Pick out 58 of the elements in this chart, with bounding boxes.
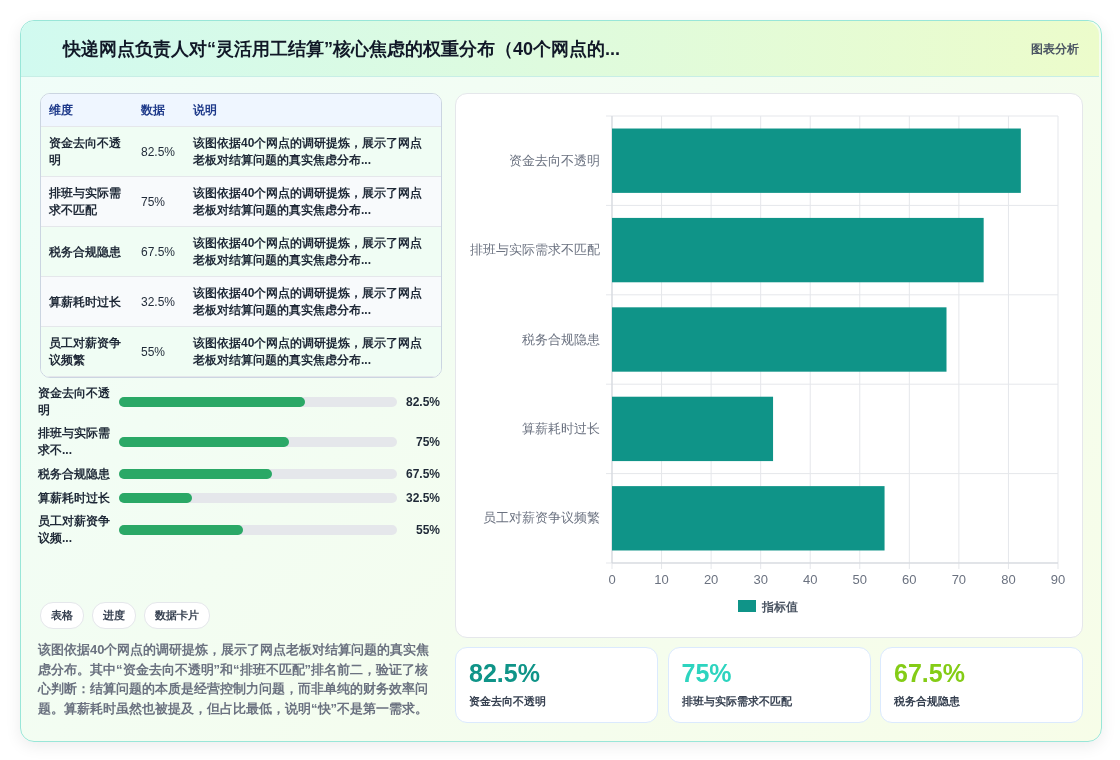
category-label: 税务合规隐患 bbox=[49, 243, 122, 260]
x-tick-label: 90 bbox=[1050, 572, 1066, 587]
x-tick-label: 70 bbox=[951, 572, 967, 587]
category-label: 算薪耗时过长 bbox=[49, 293, 122, 310]
x-tick-label: 40 bbox=[802, 572, 818, 587]
text: 表格 bbox=[40, 602, 84, 629]
data-label: 32.5% bbox=[405, 491, 440, 505]
bar bbox=[612, 128, 1021, 193]
x-tick-label: 50 bbox=[852, 572, 868, 587]
data-label: 67.5% bbox=[405, 467, 440, 481]
text: 67.5% bbox=[141, 244, 176, 258]
bar bbox=[612, 396, 774, 462]
category-label: 资金去向不透明 bbox=[469, 694, 546, 709]
y-tick-label: 员工对薪资争议频繁 bbox=[483, 510, 600, 526]
data-label: 82.5% bbox=[405, 395, 440, 409]
x-tick-label: 30 bbox=[753, 572, 768, 587]
bar bbox=[612, 307, 947, 372]
text: 67.5% bbox=[894, 659, 965, 687]
x-tick-label: 60 bbox=[902, 572, 917, 587]
data-label: 55% bbox=[415, 523, 440, 537]
y-tick-label: 员工对薪资争议频... bbox=[38, 513, 111, 547]
y-tick-label: 排班与实际需求不匹配 bbox=[470, 242, 600, 258]
y-tick-label: 资金去向不透明 bbox=[38, 385, 111, 419]
bar bbox=[612, 217, 984, 283]
text: 数据 bbox=[141, 101, 166, 119]
y-tick-label: 税务合规隐患 bbox=[522, 331, 600, 347]
y-tick-label: 算薪耗时过长 bbox=[522, 420, 600, 436]
text: 数据卡片 bbox=[144, 602, 210, 629]
text: 该图依据40个网点的调研提炼，展示了网点老板对结算问题的真实焦虑分布... bbox=[193, 284, 424, 319]
text: 82.5% bbox=[141, 144, 176, 158]
category-label: 税务合规隐患 bbox=[894, 694, 960, 709]
text: 该图依据40个网点的调研提炼，展示了网点老板对结算问题的真实焦虑分布... bbox=[193, 184, 424, 219]
x-tick-label: 0 bbox=[608, 572, 616, 587]
x-tick-label: 10 bbox=[654, 572, 669, 587]
text: 该图依据40个网点的调研提炼，展示了网点老板对结算问题的真实焦虑分布... bbox=[193, 334, 424, 369]
text: 该图依据40个网点的调研提炼，展示了网点老板对结算问题的真实焦虑分布... bbox=[193, 234, 424, 269]
text: 说明 bbox=[193, 101, 218, 119]
text: 32.5% bbox=[141, 294, 176, 308]
legend-label: 指标值 bbox=[761, 600, 798, 614]
text: 75% bbox=[681, 659, 732, 687]
text: 82.5% bbox=[469, 659, 540, 687]
text: 该图依据40个网点的调研提炼，展示了网点老板对结算问题的真实焦虑分布。其中“资金去向不透明”和“排班不匹配”排名前二，验证了核心判断：结算问题的本质是经营控制力问题，而非单纯的财务效率问题。算薪耗时虽然也被提及，但占比最低，说明“快”不是第一需求。 bbox=[38, 641, 431, 718]
category-label: 排班与实际需求不匹配 bbox=[681, 694, 792, 709]
text: 维度 bbox=[49, 101, 74, 119]
x-tick-label: 20 bbox=[703, 572, 719, 587]
y-tick-label: 排班与实际需求不... bbox=[38, 425, 111, 459]
text: 快递网点负责人对“灵活用工结算”核心焦虑的权重分布（40个网点的... bbox=[63, 38, 621, 61]
text: 该图依据40个网点的调研提炼，展示了网点老板对结算问题的真实焦虑分布... bbox=[193, 134, 424, 169]
data-label: 75% bbox=[415, 435, 440, 449]
y-tick-label: 资金去向不透明 bbox=[509, 152, 600, 168]
x-tick-label: 80 bbox=[1001, 572, 1016, 587]
y-tick-label: 税务合规隐患 bbox=[38, 465, 111, 483]
text: 55% bbox=[141, 344, 166, 358]
text: 进度 bbox=[92, 602, 136, 629]
text: 75% bbox=[141, 194, 166, 208]
bar bbox=[612, 486, 885, 551]
text: 图表分析 bbox=[1031, 41, 1079, 58]
y-tick-label: 算薪耗时过长 bbox=[38, 489, 111, 507]
